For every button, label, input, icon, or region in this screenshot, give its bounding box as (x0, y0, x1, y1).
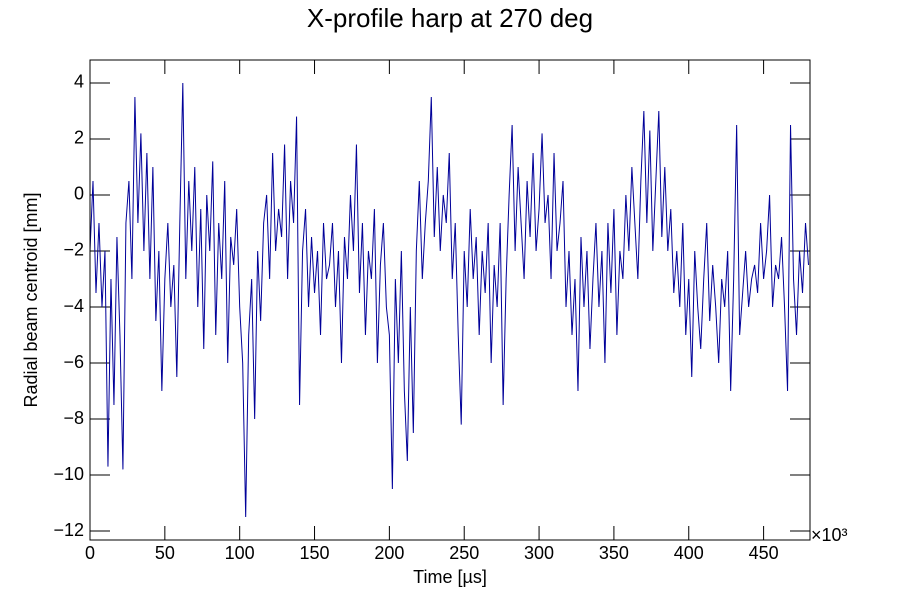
x-tick-label: 0 (85, 543, 95, 563)
x-multiplier: ×10³ (811, 525, 848, 545)
x-tick-label: 450 (749, 543, 779, 563)
x-tick-label: 400 (674, 543, 704, 563)
x-tick-label: 300 (524, 543, 554, 563)
x-tick-label: 250 (449, 543, 479, 563)
y-tick-label: 2 (74, 128, 84, 148)
y-tick-label: −4 (63, 296, 84, 316)
y-tick-label: 0 (74, 184, 84, 204)
y-tick-label: −2 (63, 240, 84, 260)
x-tick-label: 200 (374, 543, 404, 563)
chart-title: X-profile harp at 270 deg (307, 3, 593, 33)
y-tick-label: −10 (53, 464, 84, 484)
y-tick-label: −8 (63, 408, 84, 428)
data-line (89, 82, 809, 518)
y-axis-label: Radial beam centroid [mm] (21, 192, 41, 407)
frame (89, 59, 811, 541)
y-tick-label: −12 (53, 520, 84, 540)
y-tick-label: −6 (63, 352, 84, 372)
x-tick-label: 150 (300, 543, 330, 563)
x-tick-label: 50 (155, 543, 175, 563)
x-tick-label: 350 (599, 543, 629, 563)
y-tick-label: 4 (74, 72, 84, 92)
x-axis-label: Time [µs] (413, 567, 487, 587)
x-tick-label: 100 (225, 543, 255, 563)
